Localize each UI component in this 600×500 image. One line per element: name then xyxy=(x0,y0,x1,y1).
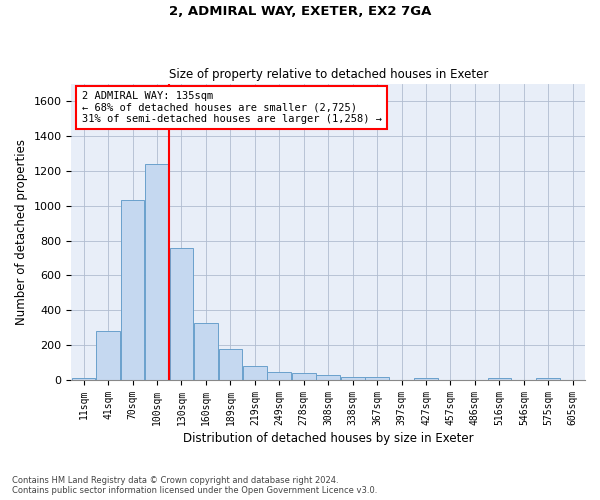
Bar xyxy=(316,375,340,380)
Bar xyxy=(218,348,242,380)
Bar xyxy=(72,378,95,380)
Text: 2 ADMIRAL WAY: 135sqm
← 68% of detached houses are smaller (2,725)
31% of semi-d: 2 ADMIRAL WAY: 135sqm ← 68% of detached … xyxy=(82,91,382,124)
Bar xyxy=(170,248,193,380)
Title: Size of property relative to detached houses in Exeter: Size of property relative to detached ho… xyxy=(169,68,488,81)
Bar xyxy=(365,378,389,380)
Y-axis label: Number of detached properties: Number of detached properties xyxy=(15,139,28,325)
Bar xyxy=(268,372,291,380)
Bar xyxy=(145,164,169,380)
Text: 2, ADMIRAL WAY, EXETER, EX2 7GA: 2, ADMIRAL WAY, EXETER, EX2 7GA xyxy=(169,5,431,18)
Bar xyxy=(292,373,316,380)
Bar xyxy=(121,200,145,380)
Bar xyxy=(414,378,438,380)
Bar xyxy=(341,376,365,380)
Bar xyxy=(243,366,266,380)
Bar xyxy=(96,331,120,380)
Bar xyxy=(536,378,560,380)
X-axis label: Distribution of detached houses by size in Exeter: Distribution of detached houses by size … xyxy=(183,432,473,445)
Text: Contains HM Land Registry data © Crown copyright and database right 2024.
Contai: Contains HM Land Registry data © Crown c… xyxy=(12,476,377,495)
Bar xyxy=(194,322,218,380)
Bar xyxy=(488,378,511,380)
